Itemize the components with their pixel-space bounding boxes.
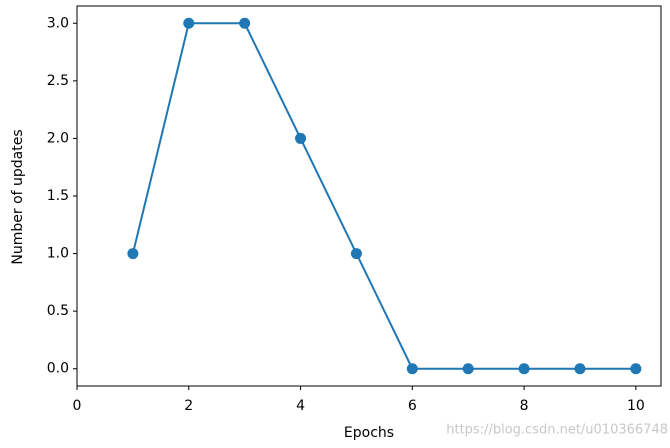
y-tick-label: 0.0 [47,361,69,377]
point-marker [239,17,251,29]
x-tick-label: 8 [520,398,529,414]
point-marker [630,363,642,375]
y-tick-label: 1.0 [47,246,69,262]
x-tick-label: 2 [184,398,193,414]
y-axis-label: Number of updates [10,129,26,264]
point-marker [350,248,362,260]
y-tick-label: 2.5 [47,73,69,89]
point-marker [183,17,195,29]
y-tick-label: 1.5 [47,188,69,204]
point-marker [406,363,418,375]
x-tick-label: 0 [73,398,82,414]
x-tick-label: 6 [408,398,417,414]
y-tick-label: 2.0 [47,130,69,146]
point-marker [462,363,474,375]
x-tick-label: 4 [296,398,305,414]
series-line [131,22,636,370]
plot-frame [76,5,662,387]
y-tick-label: 0.5 [47,303,69,319]
point-marker [574,363,586,375]
x-tick-label: 10 [627,398,645,414]
point-marker [127,248,139,260]
y-tick-label: 3.0 [47,15,69,31]
point-marker [295,132,307,144]
watermark: https://blog.csdn.net/u010366748 [446,423,668,438]
point-marker [518,363,530,375]
x-axis-label: Epochs [344,425,394,441]
